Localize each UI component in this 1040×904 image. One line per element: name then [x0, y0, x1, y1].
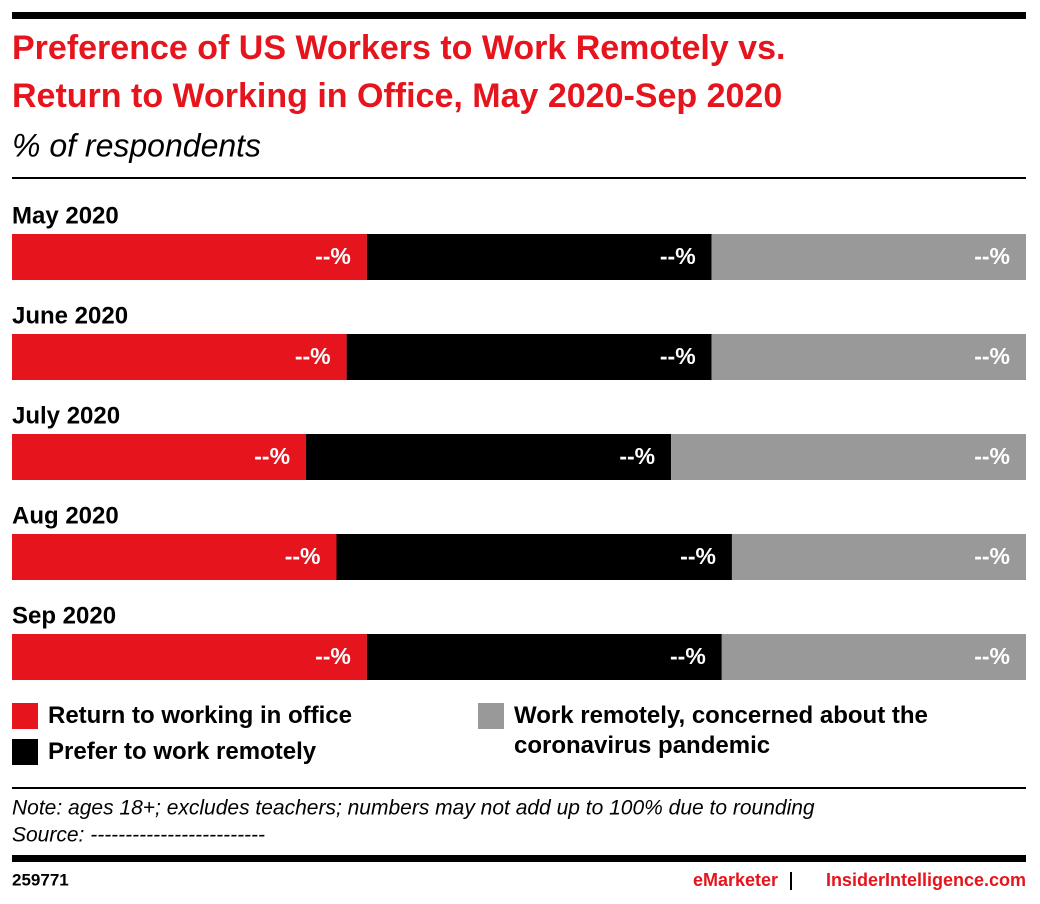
legend-swatch	[478, 703, 504, 729]
legend-swatch	[12, 739, 38, 765]
value-label: --%	[315, 643, 351, 669]
top-rule	[12, 12, 1026, 19]
bar-segment	[711, 234, 1026, 280]
value-label: --%	[660, 243, 696, 269]
rule	[12, 177, 1026, 179]
value-label: --%	[670, 643, 706, 669]
bar-segment	[336, 534, 732, 580]
bar-segment	[721, 634, 1026, 680]
bar-segment	[12, 534, 337, 580]
bar-segment	[731, 534, 1026, 580]
brand: eMarketer	[693, 870, 778, 890]
bar-segment	[12, 334, 347, 380]
category-label: May 2020	[12, 202, 119, 229]
bar-segment	[711, 334, 1026, 380]
value-label: --%	[315, 243, 351, 269]
bar-segment	[12, 634, 367, 680]
rule	[12, 787, 1026, 789]
category-label: June 2020	[12, 302, 128, 329]
value-label: --%	[974, 443, 1010, 469]
value-label: --%	[295, 343, 331, 369]
separator	[790, 872, 792, 890]
legend-label: Return to working in office	[48, 702, 352, 729]
bottom-rule	[12, 855, 1026, 862]
legend-label: Prefer to work remotely	[48, 738, 317, 765]
bar-segment	[366, 634, 722, 680]
chart-title: Preference of US Workers to Work Remotel…	[12, 29, 785, 67]
note: Note: ages 18+; excludes teachers; numbe…	[12, 797, 815, 820]
value-label: --%	[254, 443, 290, 469]
source: Source: -------------------------	[12, 824, 265, 847]
value-label: --%	[974, 543, 1010, 569]
value-label: --%	[974, 243, 1010, 269]
bar-segment	[366, 234, 712, 280]
value-label: --%	[680, 543, 716, 569]
value-label: --%	[974, 343, 1010, 369]
bar-segment	[346, 334, 712, 380]
value-label: --%	[619, 443, 655, 469]
bar-segment	[671, 434, 1026, 480]
bar-segment	[12, 234, 367, 280]
chart-id: 259771	[12, 870, 69, 889]
value-label: --%	[974, 643, 1010, 669]
category-label: Aug 2020	[12, 502, 119, 529]
brand-site: InsiderIntelligence.com	[826, 870, 1026, 890]
bar-segment	[12, 434, 307, 480]
value-label: --%	[660, 343, 696, 369]
bar-segment	[306, 434, 672, 480]
category-label: Sep 2020	[12, 602, 116, 629]
chart-title: Return to Working in Office, May 2020-Se…	[12, 77, 782, 115]
chart-subtitle: % of respondents	[12, 127, 261, 163]
legend-swatch	[12, 703, 38, 729]
value-label: --%	[285, 543, 321, 569]
legend-label: Work remotely, concerned about the coron…	[514, 702, 928, 759]
category-label: July 2020	[12, 402, 120, 429]
